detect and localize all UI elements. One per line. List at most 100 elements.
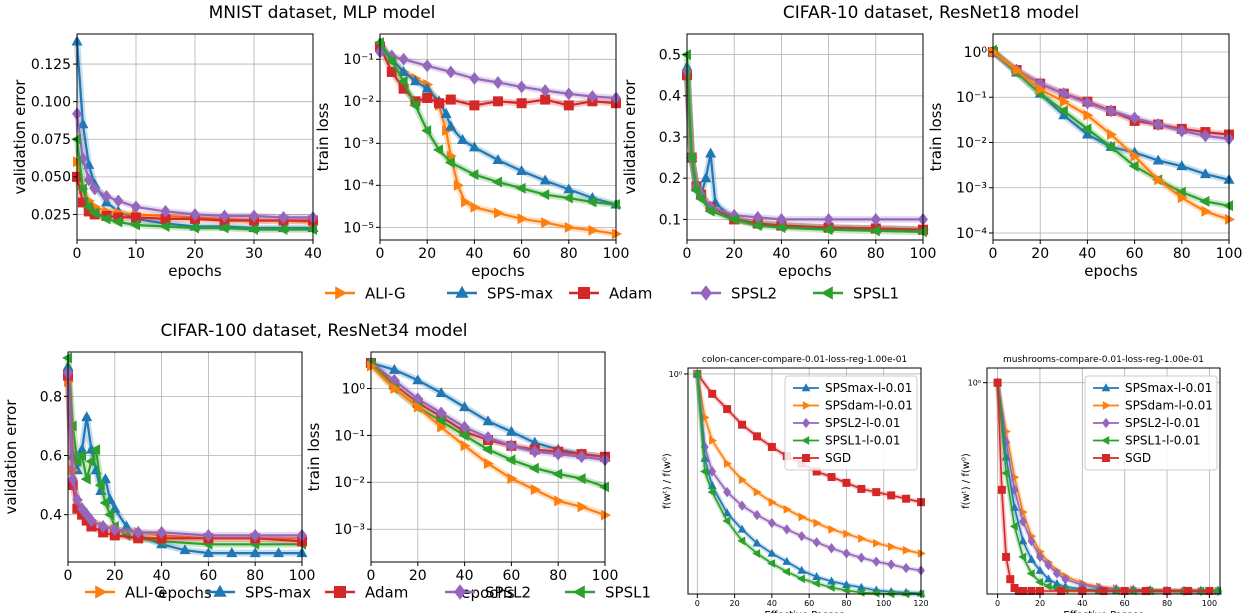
legend-marker [1102, 417, 1110, 429]
data-point [505, 454, 516, 466]
legend-label: SPSmax-l-0.01 [825, 381, 912, 395]
x-tick-label: 100 [1202, 599, 1217, 608]
data-point [1099, 586, 1108, 595]
data-point [112, 216, 123, 228]
data-point [445, 120, 457, 131]
data-point [586, 196, 597, 208]
y-tick-label: 10⁻³ [343, 136, 374, 152]
x-axis-label: epochs [471, 262, 525, 280]
data-point [1019, 516, 1028, 527]
y-tick-label: 10⁰ [669, 370, 682, 379]
data-point [81, 411, 93, 422]
x-tick-label: 100 [603, 246, 630, 262]
data-point [842, 579, 851, 588]
data-point [705, 147, 717, 158]
data-point [470, 201, 481, 213]
y-tick-label: 0.125 [31, 57, 71, 73]
data-point [433, 144, 443, 156]
x-tick-label: 100 [289, 568, 316, 584]
data-point [76, 450, 87, 462]
x-tick-label: 20 [106, 568, 124, 584]
data-point [190, 207, 200, 221]
data-point [440, 107, 452, 118]
data-point [469, 71, 480, 85]
legend-entry: Adam [325, 584, 408, 602]
data-point [828, 525, 837, 534]
data-point [1120, 586, 1129, 595]
x-axis-label: epochs [158, 584, 212, 602]
series-band [64, 357, 302, 548]
data-point [842, 548, 851, 559]
y-tick-label: 0.050 [31, 170, 71, 186]
y-axis-label: f(wᵗ) / f(w⁰) [662, 453, 673, 509]
x-tick-label: 100 [910, 246, 937, 262]
data-point [516, 80, 527, 94]
data-point [421, 125, 432, 137]
legend-marker [454, 584, 466, 600]
x-tick-label: 20 [409, 568, 427, 584]
axes-frame [67, 351, 303, 563]
legend-box [784, 375, 918, 471]
data-point [563, 87, 574, 101]
series-band [64, 375, 303, 545]
data-point [722, 516, 731, 526]
data-point [249, 209, 259, 223]
series-1 [62, 352, 306, 550]
data-point [577, 501, 588, 513]
data-point [1057, 105, 1068, 117]
x-tick-label: 40 [1078, 246, 1096, 262]
x-axis-label: Effective Passes [1063, 610, 1143, 613]
data-point [782, 556, 792, 565]
data-point [723, 459, 732, 468]
data-point [453, 179, 464, 191]
data-point [1107, 129, 1117, 141]
data-point [460, 440, 471, 452]
data-point [1044, 574, 1053, 583]
chart-legend: SPSmax-l-0.01 SPSdam-l-0.01 SPSL2-l-0.01 SP… [784, 375, 918, 471]
data-point [469, 100, 480, 111]
legend-label: SPSdam-l-0.01 [1125, 399, 1213, 413]
data-point [997, 485, 1006, 494]
y-tick-label: 0.1 [659, 212, 681, 228]
data-point [398, 65, 410, 76]
data-point [482, 444, 492, 456]
data-point [250, 528, 261, 542]
axes-frame [992, 33, 1230, 241]
data-point [1044, 559, 1053, 571]
data-point [768, 497, 777, 507]
data-point [1177, 192, 1188, 204]
data-point [109, 522, 120, 536]
data-point [1083, 109, 1094, 121]
data-point [160, 213, 171, 224]
x-tick-label: 60 [1126, 246, 1144, 262]
x-tick-label: 0 [995, 599, 1000, 608]
data-point [492, 154, 504, 165]
legend-label: SPS-max [245, 584, 311, 602]
data-point [1200, 129, 1211, 143]
data-point [516, 98, 527, 109]
legend-label: ALI-G [125, 584, 166, 602]
data-point [708, 466, 717, 477]
data-point [73, 156, 83, 168]
data-point [101, 189, 112, 203]
data-point [1057, 586, 1066, 595]
x-tick-label: 100 [876, 599, 891, 608]
data-point [249, 547, 261, 558]
data-point [131, 200, 141, 214]
legend-label: ALI-G [365, 285, 406, 303]
data-point [445, 94, 456, 105]
data-point [421, 82, 433, 93]
data-point [610, 198, 620, 210]
y-axis-label: train loss [314, 102, 332, 171]
x-tick-label: 20 [186, 246, 204, 262]
y-axis-label: train loss [305, 422, 323, 491]
y-tick-label: 10⁻² [343, 94, 374, 110]
data-point [1175, 186, 1186, 198]
series-line [685, 71, 923, 221]
data-point [1081, 128, 1093, 139]
data-point [1199, 195, 1210, 207]
data-point [113, 212, 124, 223]
data-point [813, 518, 822, 528]
legend-marker [1101, 383, 1111, 392]
data-point [827, 543, 836, 554]
